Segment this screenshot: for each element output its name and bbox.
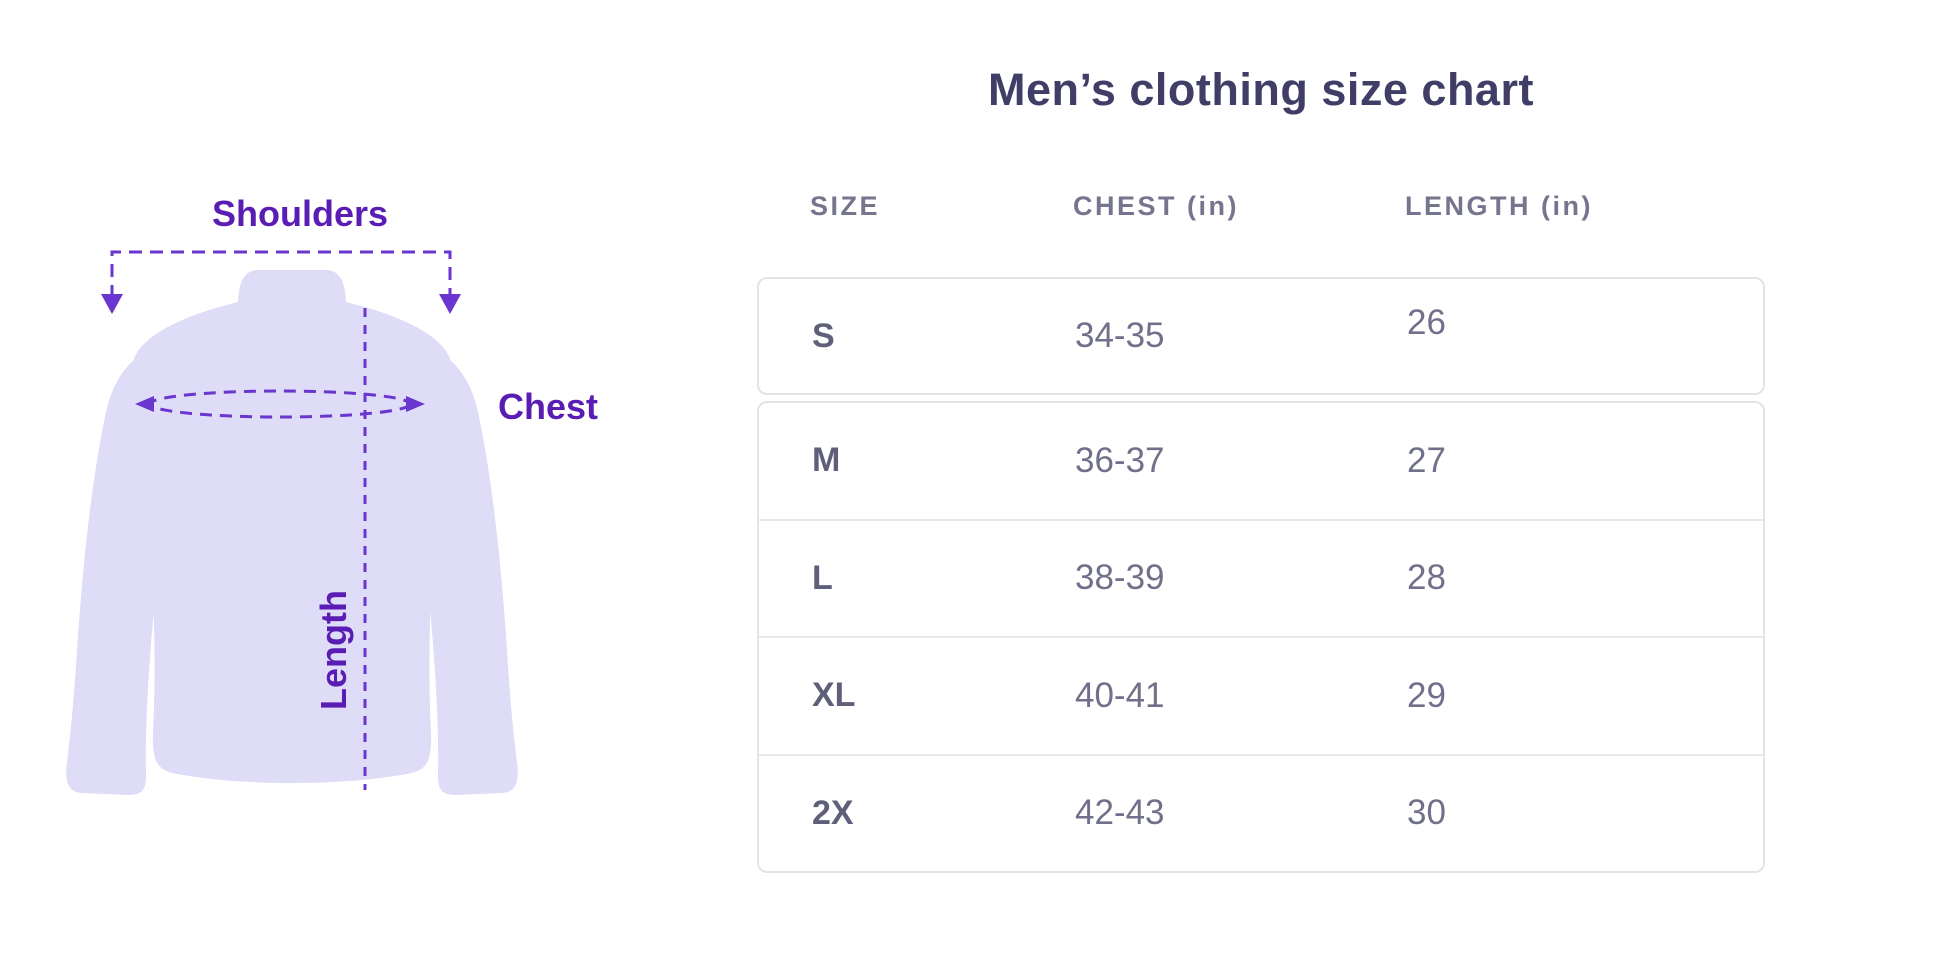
table-row: S 34-35 26	[759, 279, 1763, 393]
size-cell: XL	[812, 676, 856, 715]
table-row: XL 40-41 29	[759, 636, 1763, 754]
shoulders-arrow-left	[101, 294, 123, 314]
chest-cell: 40-41	[1075, 675, 1165, 715]
chest-cell: 34-35	[1075, 316, 1165, 355]
size-cell: 2X	[812, 793, 854, 832]
chest-cell: 38-39	[1075, 558, 1165, 598]
length-cell: 30	[1407, 793, 1446, 833]
column-header-length: LENGTH (in)	[1405, 190, 1593, 221]
table-row: L 38-39 28	[759, 518, 1763, 637]
length-label: Length	[313, 590, 354, 710]
length-cell: 27	[1407, 440, 1446, 480]
size-cell: L	[812, 558, 833, 597]
shoulders-arrow-right	[439, 294, 461, 314]
table-box-mlx2x: M 36-37 27 L 38-39 28 XL 40-41 29 2X 42-…	[757, 401, 1765, 873]
shoulders-measure-line	[101, 250, 461, 314]
chest-arrow-right	[406, 396, 425, 412]
table-row: M 36-37 27	[759, 403, 1763, 519]
length-cell: 28	[1407, 558, 1446, 598]
column-header-chest: CHEST (in)	[1073, 190, 1239, 221]
table-row: 2X 42-43 30	[759, 753, 1763, 872]
size-cell: M	[812, 441, 841, 480]
chest-label: Chest	[498, 386, 598, 427]
chest-arrow-left	[135, 396, 154, 412]
table-box-s: S 34-35 26	[757, 277, 1765, 395]
chest-cell: 36-37	[1075, 440, 1165, 480]
chest-cell: 42-43	[1075, 793, 1165, 833]
column-header-size: SIZE	[810, 190, 881, 221]
shirt-body	[130, 270, 454, 783]
size-cell: S	[812, 316, 835, 355]
shoulders-label: Shoulders	[212, 193, 388, 234]
length-cell: 29	[1407, 675, 1446, 715]
page-title: Men’s clothing size chart	[988, 64, 1534, 115]
shirt-illustration	[66, 270, 518, 795]
shirt-measurement-diagram: Shoulders Chest Length	[66, 193, 598, 795]
chest-measure-ellipse	[135, 389, 425, 419]
table-header-row: SIZE CHEST (in) LENGTH (in)	[757, 186, 1818, 226]
length-cell: 26	[1407, 303, 1446, 342]
